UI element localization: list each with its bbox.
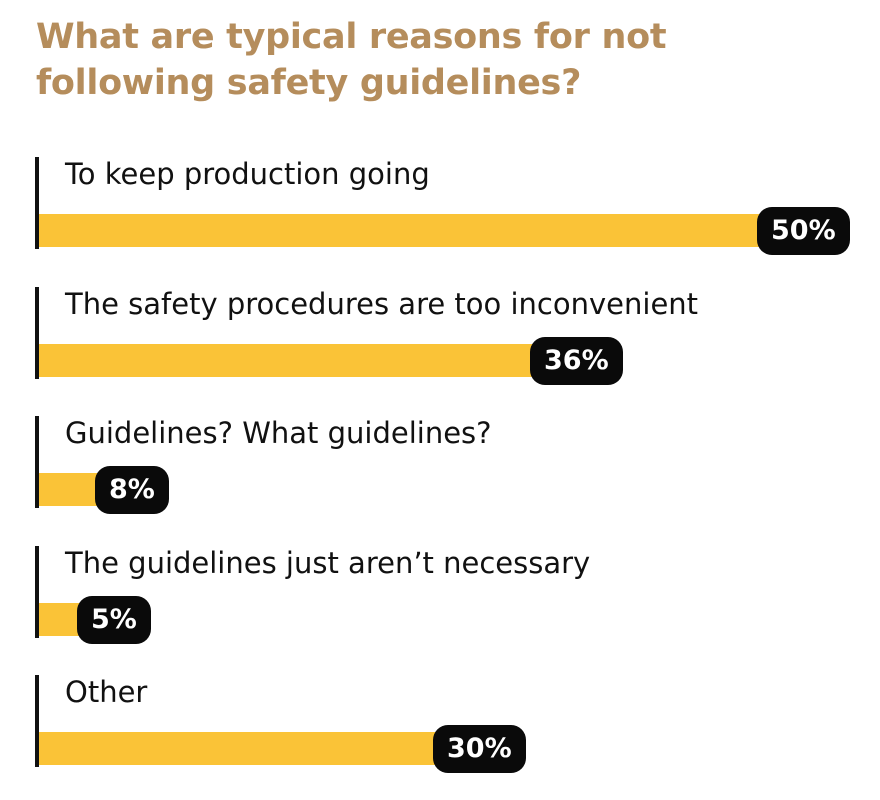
value-label: 50% bbox=[757, 207, 850, 255]
bar bbox=[39, 214, 804, 247]
chart-title: What are typical reasons for not followi… bbox=[36, 17, 667, 103]
row-marker bbox=[35, 416, 39, 508]
category-label: Guidelines? What guidelines? bbox=[65, 416, 492, 450]
bar-row: Guidelines? What guidelines? 8% bbox=[0, 416, 880, 516]
bar-row: The guidelines just aren’t necessary 5% bbox=[0, 546, 880, 646]
bar-row: To keep production going 50% bbox=[0, 157, 880, 257]
category-label: The guidelines just aren’t necessary bbox=[65, 546, 591, 580]
row-marker bbox=[35, 546, 39, 638]
bar-row: Other 30% bbox=[0, 675, 880, 775]
row-marker bbox=[35, 675, 39, 767]
row-marker bbox=[35, 157, 39, 249]
value-label: 36% bbox=[530, 337, 623, 385]
bar bbox=[39, 344, 577, 377]
bar-row: The safety procedures are too inconvenie… bbox=[0, 287, 880, 387]
category-label: The safety procedures are too inconvenie… bbox=[65, 287, 699, 321]
value-label: 30% bbox=[433, 725, 526, 773]
bar bbox=[39, 732, 479, 765]
category-label: Other bbox=[65, 675, 148, 709]
value-label: 5% bbox=[77, 596, 151, 644]
category-label: To keep production going bbox=[65, 157, 430, 191]
row-marker bbox=[35, 287, 39, 379]
value-label: 8% bbox=[95, 466, 169, 514]
